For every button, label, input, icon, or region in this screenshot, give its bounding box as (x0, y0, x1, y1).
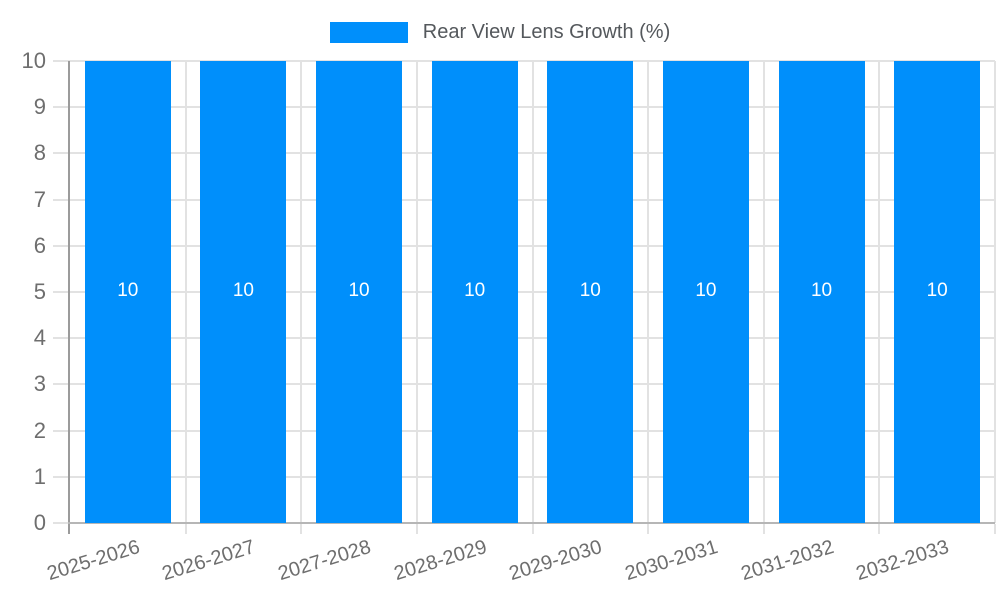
bar[interactable]: 10 (200, 61, 287, 523)
y-axis-tick (53, 383, 70, 386)
y-axis-tick-label: 4 (33, 325, 46, 351)
bar[interactable]: 10 (431, 61, 518, 523)
bar[interactable]: 10 (778, 61, 865, 523)
x-axis-tick (531, 524, 534, 534)
y-axis-tick-label: 3 (33, 371, 46, 397)
x-axis-tick (184, 524, 187, 534)
y-axis-tick (53, 60, 70, 62)
bar[interactable]: 10 (84, 61, 171, 523)
bar[interactable]: 10 (894, 61, 981, 523)
v-gridline (762, 61, 765, 523)
y-axis-tick-label: 9 (33, 94, 46, 120)
bar-value-label: 10 (464, 280, 486, 301)
bar-value-label: 10 (695, 280, 717, 301)
bar-value-label: 10 (348, 280, 370, 301)
legend-label: Rear View Lens Growth (%) (422, 21, 671, 43)
y-axis-tick-label: 2 (33, 417, 46, 443)
y-axis-tick (53, 106, 70, 109)
y-axis-tick-label: 1 (33, 463, 46, 489)
legend-swatch (329, 22, 408, 43)
y-axis-tick-label: 8 (33, 140, 46, 166)
v-gridline (994, 61, 996, 523)
y-axis-tick (53, 198, 70, 201)
y-axis-tick-label: 7 (33, 186, 46, 212)
v-gridline (647, 61, 650, 523)
y-axis-tick (53, 429, 70, 432)
y-axis-tick (53, 475, 70, 478)
legend[interactable]: Rear View Lens Growth (%) (0, 21, 1000, 44)
y-axis-tick-label: 6 (33, 232, 46, 258)
bar-value-label: 10 (926, 280, 948, 301)
x-axis-tick (415, 524, 418, 534)
y-axis-tick-label: 10 (21, 48, 46, 73)
x-axis-tick (300, 524, 303, 534)
x-axis-tick (762, 524, 765, 534)
bar[interactable]: 10 (316, 61, 403, 523)
v-gridline (531, 61, 534, 523)
bar-value-label: 10 (810, 280, 833, 301)
y-axis-tick (53, 152, 70, 155)
bar[interactable]: 10 (547, 61, 634, 523)
y-axis-tick (53, 291, 70, 293)
x-axis-tick (878, 524, 881, 534)
x-axis-line (68, 522, 995, 524)
x-axis-tick (647, 524, 650, 534)
y-axis-tick (53, 522, 70, 524)
y-axis-tick-label: 5 (33, 279, 46, 304)
y-axis-line (68, 61, 70, 534)
v-gridline (878, 61, 881, 523)
x-axis-tick (994, 524, 996, 534)
bar-value-label: 10 (579, 280, 601, 301)
v-gridline (300, 61, 303, 523)
bar-value-label: 10 (117, 280, 139, 301)
y-axis-tick (53, 337, 70, 340)
y-axis-tick (53, 244, 70, 247)
v-gridline (415, 61, 418, 523)
v-gridline (184, 61, 187, 523)
bar[interactable]: 10 (662, 61, 749, 523)
y-axis-tick-label: 0 (33, 510, 46, 535)
bar-value-label: 10 (232, 280, 254, 301)
